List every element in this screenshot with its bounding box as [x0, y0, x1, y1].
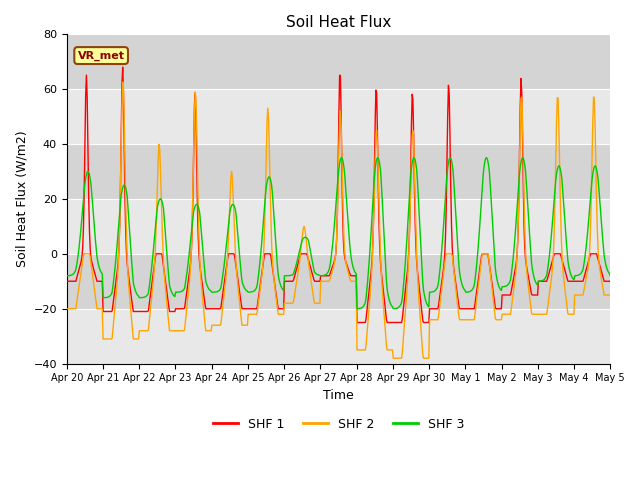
SHF 2 — [406, 215, 413, 221]
SHF 1 — [422, 320, 429, 325]
SHF 3 — [63, 273, 70, 278]
SHF 3 — [606, 273, 614, 278]
Line: SHF 3: SHF 3 — [67, 157, 610, 309]
SHF 2 — [129, 336, 137, 342]
SHF 1 — [73, 276, 81, 281]
SHF 2 — [389, 355, 397, 361]
Bar — [67, 144, 610, 199]
Title: Soil Heat Flux: Soil Heat Flux — [286, 15, 391, 30]
Bar — [67, 199, 610, 254]
Line: SHF 1: SHF 1 — [67, 67, 610, 323]
SHF 1 — [406, 212, 413, 217]
SHF 1 — [63, 278, 70, 284]
SHF 1 — [129, 309, 137, 314]
SHF 2 — [213, 323, 221, 328]
SHF 1 — [213, 306, 221, 312]
SHF 2 — [422, 355, 429, 361]
SHF 2 — [606, 292, 614, 298]
SHF 3 — [129, 271, 136, 276]
SHF 1 — [184, 277, 192, 283]
Bar — [67, 34, 610, 89]
SHF 1 — [353, 320, 361, 325]
SHF 3 — [405, 198, 413, 204]
SHF 3 — [518, 155, 526, 160]
SHF 3 — [353, 306, 361, 312]
SHF 2 — [184, 289, 192, 295]
SHF 1 — [119, 64, 127, 70]
Bar — [67, 309, 610, 364]
SHF 2 — [63, 306, 70, 312]
SHF 3 — [73, 263, 81, 268]
Text: VR_met: VR_met — [77, 50, 125, 60]
X-axis label: Time: Time — [323, 389, 354, 402]
Y-axis label: Soil Heat Flux (W/m2): Soil Heat Flux (W/m2) — [15, 131, 28, 267]
Bar — [67, 254, 610, 309]
Legend: SHF 1, SHF 2, SHF 3: SHF 1, SHF 2, SHF 3 — [207, 413, 469, 436]
SHF 3 — [184, 264, 191, 270]
SHF 2 — [119, 79, 127, 85]
Bar — [67, 89, 610, 144]
Line: SHF 2: SHF 2 — [67, 82, 610, 358]
SHF 1 — [606, 278, 614, 284]
SHF 3 — [421, 295, 429, 301]
SHF 2 — [73, 300, 81, 306]
SHF 3 — [212, 289, 220, 295]
